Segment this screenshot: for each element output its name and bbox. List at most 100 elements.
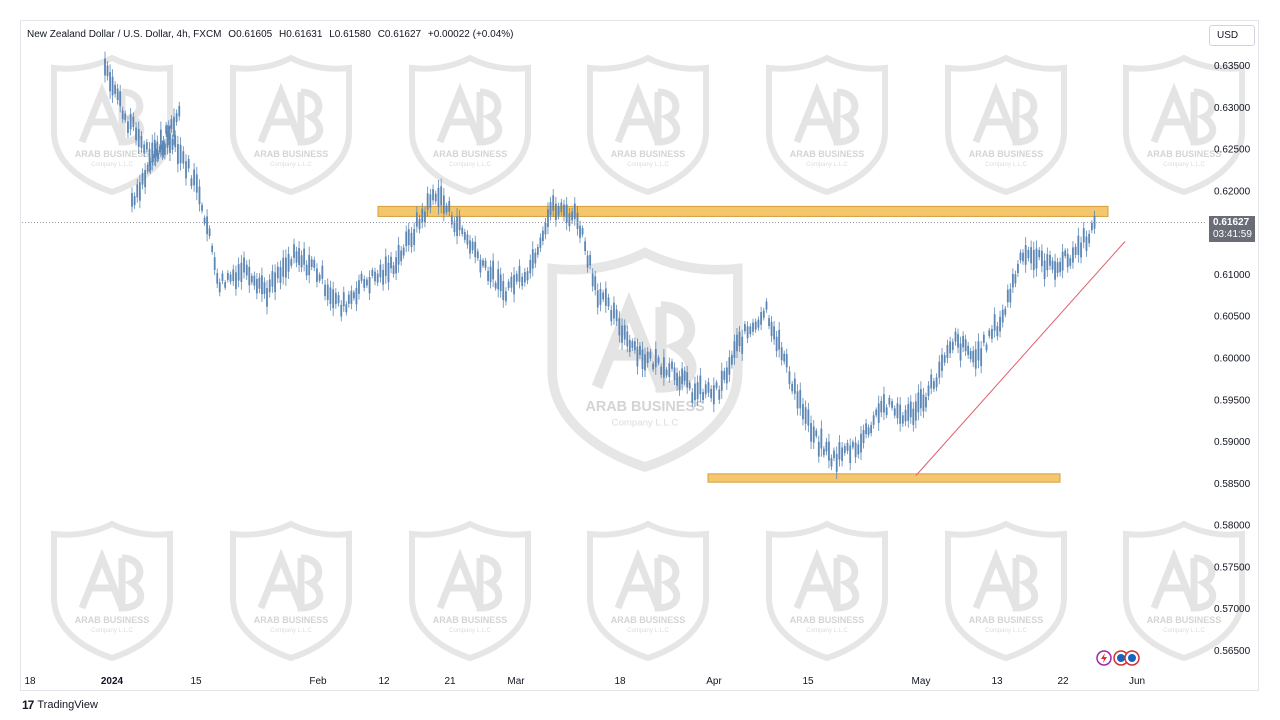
candle-body — [1027, 250, 1030, 259]
candle-body — [345, 304, 348, 313]
candle-body — [665, 369, 668, 376]
tradingview-logo-icon: 17 — [22, 698, 34, 712]
y-tick-label: 0.57000 — [1214, 604, 1251, 615]
candle-body — [1054, 261, 1056, 280]
candle-body — [353, 292, 355, 299]
candle-body — [173, 116, 175, 137]
trendline[interactable] — [915, 241, 1126, 476]
watermark-subtext: Company L.L.C — [1163, 628, 1205, 634]
support-zone[interactable] — [707, 473, 1061, 483]
candle-body — [962, 335, 964, 348]
open-value: 0.61605 — [236, 29, 273, 40]
candle-body — [360, 273, 363, 281]
footer[interactable]: 17 TradingView — [22, 698, 98, 712]
candle-body — [1009, 288, 1012, 303]
candle-body — [841, 447, 843, 461]
candle-body — [1022, 252, 1024, 262]
candle-body — [904, 409, 907, 422]
candle-body — [437, 187, 440, 207]
watermark-logo: ARAB BUSINESS Company L.L.C — [230, 54, 352, 196]
candle-body — [1043, 260, 1046, 280]
x-tick-label: 21 — [444, 676, 456, 687]
candle-body — [1032, 249, 1035, 270]
candle-body — [1049, 254, 1051, 266]
watermark-logo: ARAB BUSINESS Company L.L.C — [1123, 54, 1245, 196]
y-axis[interactable]: 0.63500 0.63000 0.62500 0.62000 0.61000 0.605… — [1214, 61, 1251, 657]
candle-body — [678, 376, 681, 391]
candle-body — [442, 195, 445, 214]
candle-body — [308, 254, 311, 276]
candle-body — [835, 453, 838, 472]
candle-body — [660, 366, 663, 375]
candle-body — [615, 309, 618, 322]
candle-body — [195, 174, 198, 193]
candle-body — [681, 368, 684, 385]
y-tick-label: 0.59000 — [1214, 437, 1251, 448]
event-icons[interactable] — [1096, 650, 1140, 666]
candle-body — [957, 334, 959, 348]
lightning-bolt-icon — [1101, 653, 1107, 663]
currency-button[interactable]: USD — [1209, 25, 1255, 46]
candle-body — [712, 385, 715, 405]
candle-body — [1090, 222, 1093, 231]
x-tick-label: 15 — [190, 676, 202, 687]
candle-body — [663, 357, 665, 378]
close-label: C — [378, 29, 385, 40]
candle-body — [479, 259, 482, 273]
candle-body — [162, 140, 165, 153]
candle-body — [1059, 261, 1062, 273]
candle-body — [287, 254, 290, 272]
candle-body — [565, 204, 568, 223]
y-tick-label: 0.60500 — [1214, 312, 1251, 323]
candle-body — [849, 445, 852, 464]
candle-body — [148, 148, 151, 166]
candle-body — [253, 275, 256, 286]
candle-body — [133, 196, 136, 206]
y-tick-label: 0.60000 — [1214, 354, 1251, 365]
us-flag-inner-icon-2 — [1128, 654, 1136, 662]
resistance-zone[interactable] — [377, 205, 1109, 217]
candle-body — [255, 279, 258, 294]
candle-body — [279, 267, 282, 283]
candle-body — [596, 290, 599, 308]
candle-body — [146, 164, 149, 172]
candle-body — [969, 351, 972, 360]
candle-body — [1041, 250, 1043, 267]
candle-body — [326, 284, 329, 300]
candle-body — [914, 401, 917, 421]
candle-body — [579, 225, 581, 238]
candle-body — [384, 256, 387, 276]
candle-body — [440, 186, 443, 206]
candle-body — [298, 248, 300, 266]
candle-body — [576, 212, 579, 230]
candle-body — [985, 344, 988, 351]
candle-body — [368, 277, 371, 294]
y-tick-label: 0.63500 — [1214, 61, 1251, 72]
candle-body — [245, 264, 248, 276]
candle-body — [610, 309, 613, 322]
candle-body — [185, 161, 187, 179]
candle-body — [686, 372, 689, 388]
candle-body — [206, 216, 208, 235]
candle-body — [226, 273, 229, 280]
candle-body — [536, 247, 539, 255]
candle-body — [271, 271, 274, 287]
candle-body — [448, 201, 451, 212]
candle-body — [1006, 289, 1009, 303]
candle-body — [652, 363, 654, 370]
candle-body — [159, 129, 162, 150]
candle-body — [337, 295, 340, 304]
candle-body — [1077, 235, 1080, 255]
watermark-text: ARAB BUSINESS — [611, 149, 686, 159]
candle-body — [557, 206, 560, 216]
candle-body — [888, 397, 891, 405]
candle-body — [104, 58, 106, 76]
x-tick-label: Apr — [706, 676, 722, 687]
candle-body — [1051, 260, 1054, 270]
candle-body — [954, 331, 957, 342]
candle-body — [723, 371, 726, 380]
candle-body — [728, 357, 731, 375]
x-axis[interactable]: 18 2024 15 Feb 12 21 Mar 18 Apr 15 May 13 22 Jun — [24, 676, 1145, 687]
watermark-subtext: Company L.L.C — [612, 417, 679, 428]
